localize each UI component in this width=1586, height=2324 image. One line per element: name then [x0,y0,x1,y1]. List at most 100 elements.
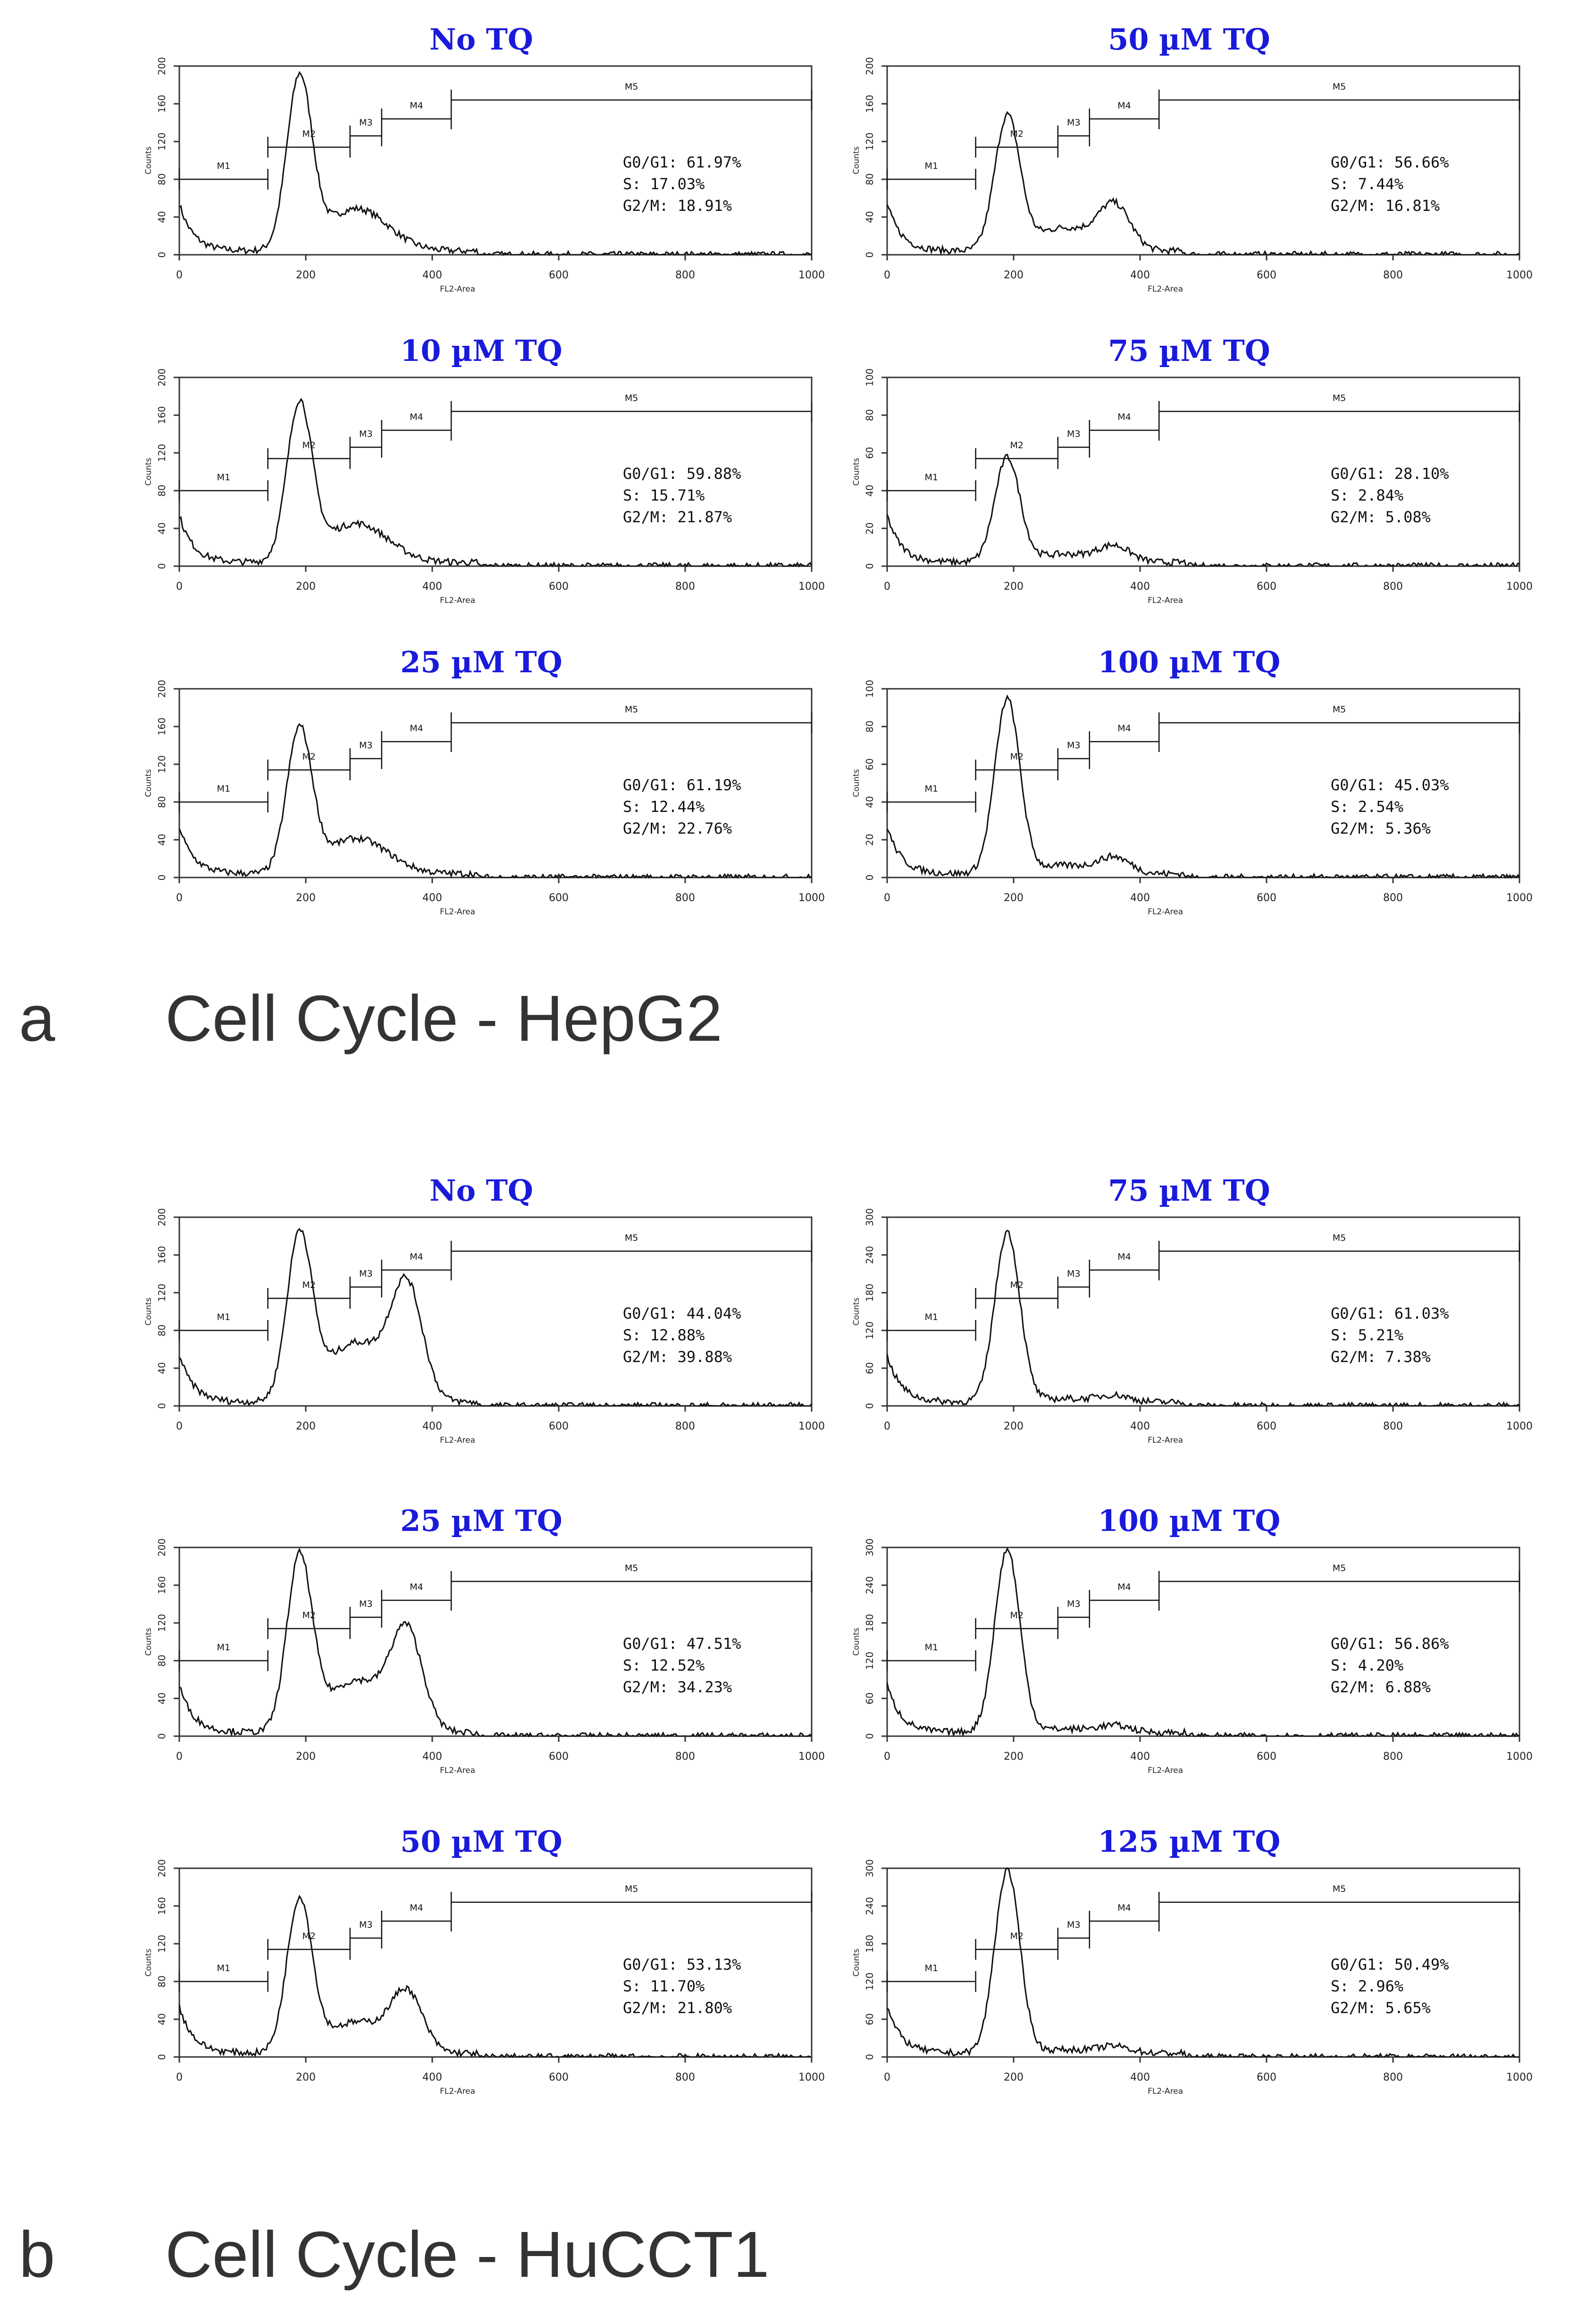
y-tick-label: 0 [156,2054,168,2060]
histogram-line [886,694,1520,879]
gate-label-m2: M2 [302,129,315,139]
gate-label-m3: M3 [359,1920,372,1930]
y-tick-label: 40 [156,834,168,845]
x-tick-label: 400 [422,1751,442,1763]
gate-label-m3: M3 [1067,740,1080,751]
y-tick-label: 0 [156,1733,168,1739]
y-tick-label: 0 [156,875,168,881]
gate-label-m1: M1 [217,1963,230,1973]
y-tick-label: 160 [864,95,875,113]
x-tick-label: 600 [549,892,569,904]
y-axis-label: Counts [852,146,861,174]
x-tick-label: 400 [1130,1421,1150,1432]
x-tick-label: 400 [1130,2072,1150,2083]
stat-text: S: 11.70% [623,1977,705,1995]
panel-b-3: 25 µM TQ 0 200 400 600 800 1000 FL2-Area 0 40 80 12… [144,1504,825,1775]
y-axis-label: Counts [144,1297,153,1325]
y-tick-label: 80 [864,173,875,185]
stat-text: G0/G1: 28.10% [1331,465,1449,483]
x-tick-label: 0 [884,269,890,281]
gate-label-m4: M4 [1117,1582,1131,1592]
panel-a-6: 100 µM TQ 0 200 400 600 800 1000 FL2-Area 0 20 40 6… [852,645,1533,917]
x-tick-label: 800 [675,892,695,904]
histogram-line [179,71,812,257]
gate-label-m4: M4 [1117,723,1131,734]
y-axis-label: Counts [852,1628,861,1655]
y-tick-label: 180 [864,1614,875,1632]
histogram-line [178,723,812,879]
panel-a-4: 75 µM TQ 0 200 400 600 800 1000 FL2-Area 0 20 40 60… [852,334,1533,605]
x-tick-label: 800 [675,581,695,593]
x-tick-label: 0 [884,1751,890,1763]
y-tick-label: 300 [864,1208,875,1226]
y-tick-label: 60 [864,447,875,459]
x-tick-label: 1000 [798,269,825,281]
gate-label-m1: M1 [217,472,230,483]
y-tick-label: 20 [864,834,875,845]
y-tick-label: 160 [156,95,168,113]
x-axis-label: FL2-Area [1148,1766,1183,1775]
gate-label-m5: M5 [1333,393,1346,403]
gate-label-m1: M1 [925,1312,938,1322]
y-tick-label: 200 [156,1859,168,1877]
x-tick-label: 200 [296,1751,316,1763]
gate-label-m4: M4 [1117,1903,1131,1913]
y-tick-label: 40 [156,2013,168,2025]
stat-text: G2/M: 16.81% [1331,197,1440,215]
x-axis-label: FL2-Area [1148,907,1183,917]
gate-label-m5: M5 [625,393,638,403]
x-tick-label: 600 [1257,892,1276,904]
x-tick-label: 0 [884,1421,890,1432]
stat-text: S: 2.96% [1331,1977,1403,1995]
y-tick-label: 160 [156,718,168,736]
x-tick-label: 0 [176,581,183,593]
plot-frame [178,1547,813,1737]
y-tick-label: 60 [864,1692,875,1704]
histogram-line [179,398,813,568]
gate-label-m2: M2 [1010,440,1023,451]
y-tick-label: 40 [156,1362,168,1374]
gate-label-m4: M4 [410,412,423,422]
gate-label-m3: M3 [359,1599,372,1609]
x-tick-label: 600 [1257,1751,1276,1763]
gate-label-m1: M1 [217,161,230,171]
y-tick-label: 60 [864,1362,875,1374]
x-axis-label: FL2-Area [440,1766,475,1775]
gate-label-m1: M1 [217,784,230,794]
y-axis-label: Counts [144,769,153,797]
panel-a-1: No TQ 0 200 400 600 800 1000 FL2-Area 0 40 80 120 16… [144,22,825,294]
y-tick-label: 160 [156,1897,168,1915]
stat-text: G0/G1: 56.86% [1331,1635,1449,1653]
x-tick-label: 200 [296,581,316,593]
y-tick-label: 40 [156,211,168,223]
x-tick-label: 800 [1383,1751,1403,1763]
x-tick-label: 1000 [798,1751,825,1763]
y-tick-label: 120 [156,133,168,150]
x-axis-label: FL2-Area [1148,1436,1183,1445]
x-tick-label: 1000 [798,2072,825,2083]
y-tick-label: 200 [864,57,875,75]
y-tick-label: 80 [156,796,168,808]
x-tick-label: 200 [296,269,316,281]
stat-text: G2/M: 6.88% [1331,1678,1431,1696]
gate-label-m5: M5 [1333,1884,1346,1894]
histogram-line [179,1547,813,1738]
x-tick-label: 1000 [1506,1421,1533,1432]
y-tick-label: 80 [864,409,875,421]
gate-label-m2: M2 [302,1610,315,1621]
x-axis-label: FL2-Area [440,284,475,294]
y-tick-label: 200 [156,57,168,75]
gate-label-m3: M3 [1067,1599,1080,1609]
gate-label-m4: M4 [410,723,423,734]
y-tick-label: 0 [156,563,168,569]
x-tick-label: 800 [1383,269,1403,281]
gate-label-m1: M1 [925,1963,938,1973]
stat-text: S: 5.21% [1331,1326,1403,1344]
x-axis-label: FL2-Area [440,2087,475,2096]
y-tick-label: 120 [156,1284,168,1302]
x-tick-label: 800 [675,1421,695,1432]
gate-label-m3: M3 [1067,1269,1080,1279]
x-tick-label: 0 [884,892,890,904]
gate-label-m1: M1 [925,472,938,483]
caption-a: a Cell Cycle - HepG2 [0,981,1586,1057]
